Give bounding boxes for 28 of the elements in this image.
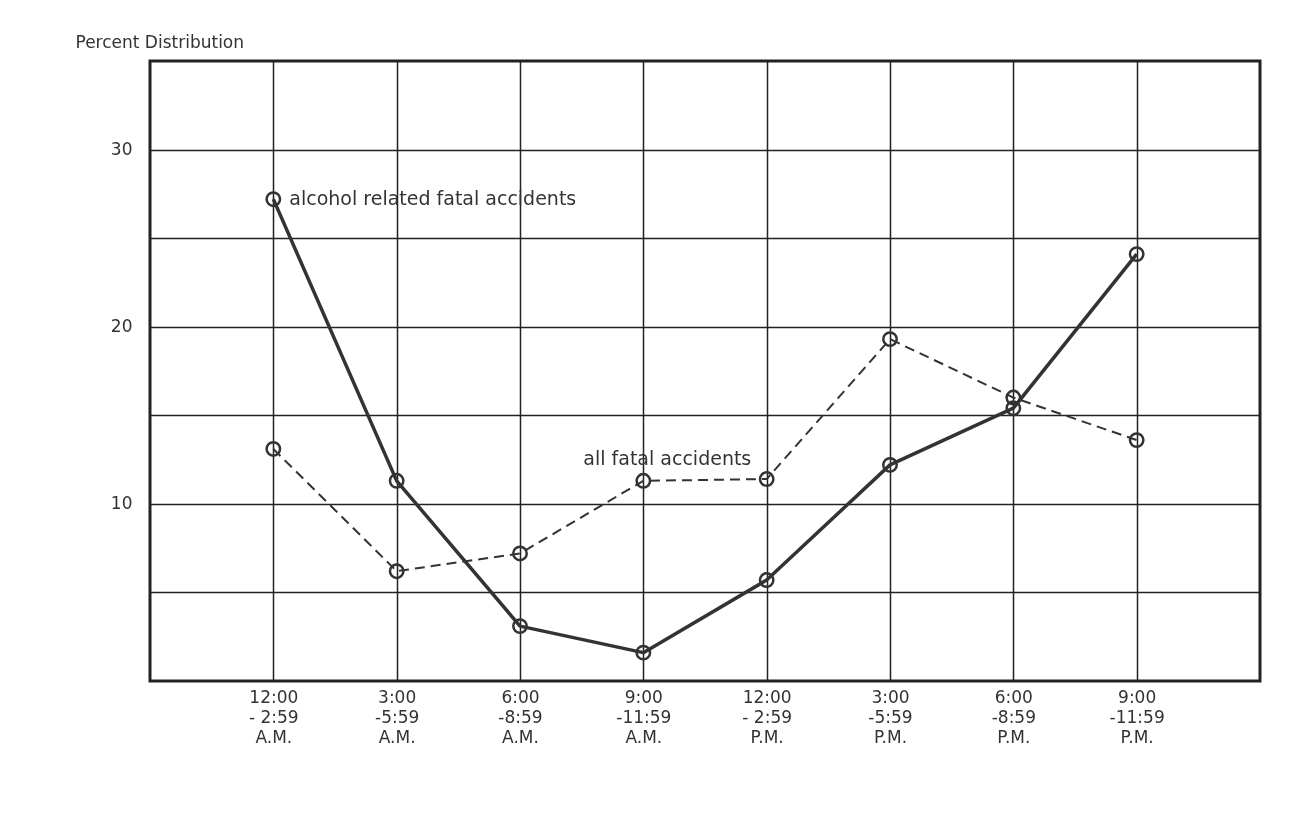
point [1005, 389, 1022, 406]
x-tick-label: 12:00 - 2:59 P.M. [742, 686, 793, 747]
point [388, 563, 405, 580]
point [758, 572, 775, 588]
point [882, 331, 898, 348]
point [758, 471, 775, 487]
point [1005, 400, 1022, 417]
y-tick-label: 10 [110, 493, 133, 514]
point [512, 618, 528, 635]
x-tick-label: 3:00 -5:59 A.M. [375, 686, 420, 747]
point [882, 456, 898, 473]
x-tick-label: 6:00 -8:59 P.M. [991, 686, 1036, 747]
x-tick-label: 6:00 -8:59 A.M. [498, 686, 543, 747]
point [1128, 432, 1145, 449]
point [635, 472, 652, 489]
x-tick-label: 12:00 - 2:59 A.M. [248, 686, 299, 747]
x-tick-label: 3:00 -5:59 P.M. [868, 686, 913, 747]
point [635, 644, 652, 661]
point [388, 472, 405, 489]
y-tick-label: 30 [110, 139, 133, 160]
x-tick-label: 9:00 -11:59 A.M. [616, 686, 672, 747]
y-axis-title: Percent Distribution [75, 31, 245, 52]
point [512, 545, 528, 562]
x-tick-label: 9:00 -11:59 P.M. [1109, 686, 1165, 747]
y-tick-label: 20 [110, 316, 133, 337]
point [265, 441, 282, 457]
point [1128, 246, 1145, 263]
point [265, 191, 282, 208]
